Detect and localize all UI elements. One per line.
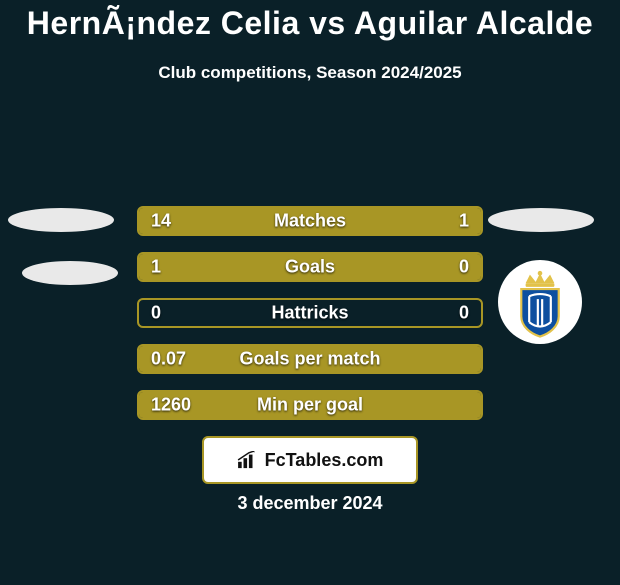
team-left-ellipse [22,261,118,285]
stat-label: Goals per match [139,349,481,370]
stat-bar: Matches14 1 [137,206,483,236]
subtitle: Club competitions, Season 2024/2025 [0,63,620,83]
stat-row: Min per goal1260 [137,390,483,420]
page-title: HernÃ¡ndez Celia vs Aguilar Alcalde [0,5,620,42]
stat-bar: Hattricks0 0 [137,298,483,328]
stat-bar: Goals1 0 [137,252,483,282]
team-right-crest [498,260,582,344]
team-right-ellipse [488,208,594,232]
stat-row: Goals1 0 [137,252,483,282]
stat-label: Matches [139,211,481,232]
fctables-text: FcTables.com [265,450,384,471]
stat-label: Hattricks [139,303,481,324]
stat-value-left: 0 [151,303,161,324]
bar-chart-icon [237,451,259,469]
stat-label: Goals [139,257,481,278]
crest-icon [504,266,576,338]
stat-value-right: 0 [459,303,469,324]
stat-value-left: 0.07 [151,349,186,370]
team-left-ellipse [8,208,114,232]
stats-area: Matches141Goals10Hattricks00Goals per ma… [0,83,620,422]
stat-row: Hattricks0 0 [137,298,483,328]
stat-value-left: 14 [151,211,171,232]
fctables-badge: FcTables.com [202,436,418,484]
stat-value-right: 0 [459,257,469,278]
stat-value-right: 1 [459,211,469,232]
stat-row: Goals per match0.07 [137,344,483,374]
stat-value-left: 1260 [151,395,191,416]
date-text: 3 december 2024 [0,493,620,514]
stat-value-left: 1 [151,257,161,278]
stat-bar: Min per goal1260 [137,390,483,420]
stat-bar: Goals per match0.07 [137,344,483,374]
stat-row: Matches14 1 [137,206,483,236]
